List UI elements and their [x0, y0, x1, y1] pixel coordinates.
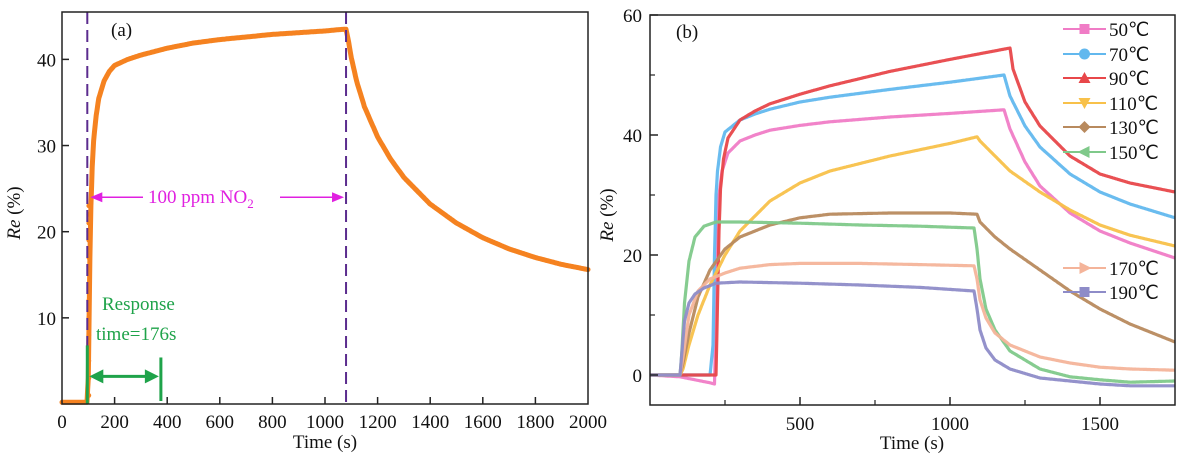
legend-label: 150℃ [1109, 143, 1159, 164]
data-point [86, 203, 92, 209]
panel-a-series [59, 26, 591, 405]
response-arrowhead-left [89, 369, 104, 384]
legend-item: 130℃ [1063, 118, 1159, 139]
x-tick-label: 500 [786, 414, 815, 435]
series-line-90℃ [650, 46, 1175, 377]
y-tick-label: 60 [623, 6, 642, 27]
legend-marker-square-icon [1079, 24, 1090, 34]
legend-item: 190℃ [1063, 283, 1159, 304]
series-line-190℃ [650, 280, 1175, 388]
legend-label: 90℃ [1109, 69, 1149, 90]
panel-b-legend: 50℃ 70℃ 90℃ 110℃ 130℃ 150℃ 170℃ 190℃ [1063, 20, 1159, 304]
response-arrowhead-right [144, 369, 159, 384]
series-line-150℃ [650, 220, 1175, 384]
legend-label: 130℃ [1109, 118, 1159, 139]
x-tick-label: 0 [57, 412, 67, 433]
legend-marker-diamond-icon [1078, 121, 1091, 133]
panel-b-x-axis: 500 1000 1500 [724, 397, 1119, 435]
series-line-110℃ [650, 135, 1175, 377]
legend-marker-circle-icon [1079, 48, 1090, 60]
y-tick-label: 40 [37, 50, 56, 71]
x-tick-label: 200 [100, 412, 129, 433]
y-tick-label: 0 [633, 366, 643, 387]
y-tick-label: 10 [37, 309, 56, 330]
x-tick-label: 1200 [359, 412, 397, 433]
x-tick-label: 1500 [1081, 414, 1119, 435]
x-tick-label: 1000 [306, 412, 344, 433]
panel-a-annotations: 100 ppm NO2 Response time=176s [85, 12, 348, 404]
gas-window-arrowhead-left [90, 192, 103, 203]
series-line-130℃ [650, 211, 1175, 377]
response-label-line1: Response [102, 294, 175, 315]
panel-a-plot-frame [61, 11, 589, 405]
legend-marker-triangle-up-icon [1078, 72, 1091, 83]
panel-a-label: (a) [111, 20, 132, 41]
panel-b-x-axis-title: Time (s) [880, 433, 944, 454]
series-line-70℃ [650, 73, 1175, 377]
legend-label: 50℃ [1109, 20, 1149, 41]
legend-item: 170℃ [1063, 259, 1159, 280]
panel-a: 100 ppm NO2 Response time=176s 0 200 400 60… [4, 11, 607, 453]
response-curve [59, 26, 591, 405]
series-line-50℃ [650, 108, 1175, 386]
legend-item: 70℃ [1063, 45, 1149, 66]
legend-marker-triangle-right-icon [1079, 262, 1092, 274]
x-tick-label: 800 [258, 412, 287, 433]
y-tick-label: 20 [623, 246, 642, 267]
panel-b-y-axis-title: Re (%) [597, 188, 618, 242]
legend-marker-square-icon [1079, 287, 1090, 297]
legend-marker-triangle-down-icon [1078, 98, 1091, 109]
gas-window-arrowhead-right [332, 192, 345, 203]
response-label-line2: time=176s [96, 324, 176, 345]
x-tick-label: 2000 [569, 412, 607, 433]
legend-label: 190℃ [1109, 283, 1159, 304]
legend-item: 110℃ [1063, 94, 1158, 115]
gas-window-label: 100 ppm NO2 [148, 187, 254, 211]
legend-item: 150℃ [1063, 143, 1159, 164]
panel-b-series [650, 46, 1175, 388]
panel-b-plot-frame [649, 14, 1176, 406]
x-tick-label: 1600 [464, 412, 502, 433]
x-tick-label: 600 [206, 412, 235, 433]
x-tick-label: 400 [153, 412, 182, 433]
legend-item: 90℃ [1063, 69, 1149, 90]
panel-a-y-axis: 10 20 30 40 [37, 50, 69, 330]
panel-b-label: (b) [676, 22, 698, 43]
panel-a-x-axis-title: Time (s) [293, 432, 357, 453]
y-tick-label: 20 [37, 223, 56, 244]
y-tick-label: 40 [623, 126, 642, 147]
panel-a-x-axis: 0 200 400 600 800 1000 1200 1400 1600 1800 2000 [57, 397, 607, 433]
legend-label: 170℃ [1109, 259, 1159, 280]
x-tick-label: 1800 [516, 412, 554, 433]
legend-label: 110℃ [1109, 94, 1158, 115]
y-tick-label: 30 [37, 137, 56, 158]
x-tick-label: 1400 [411, 412, 449, 433]
x-tick-label: 1000 [931, 414, 969, 435]
legend-label: 70℃ [1109, 45, 1149, 66]
series-line-170℃ [650, 261, 1175, 377]
panel-a-y-axis-title: Re (%) [4, 186, 25, 240]
legend-item: 50℃ [1063, 20, 1149, 41]
panel-b-y-axis: 0 20 40 60 [623, 6, 658, 387]
legend-marker-triangle-left-icon [1077, 146, 1090, 158]
